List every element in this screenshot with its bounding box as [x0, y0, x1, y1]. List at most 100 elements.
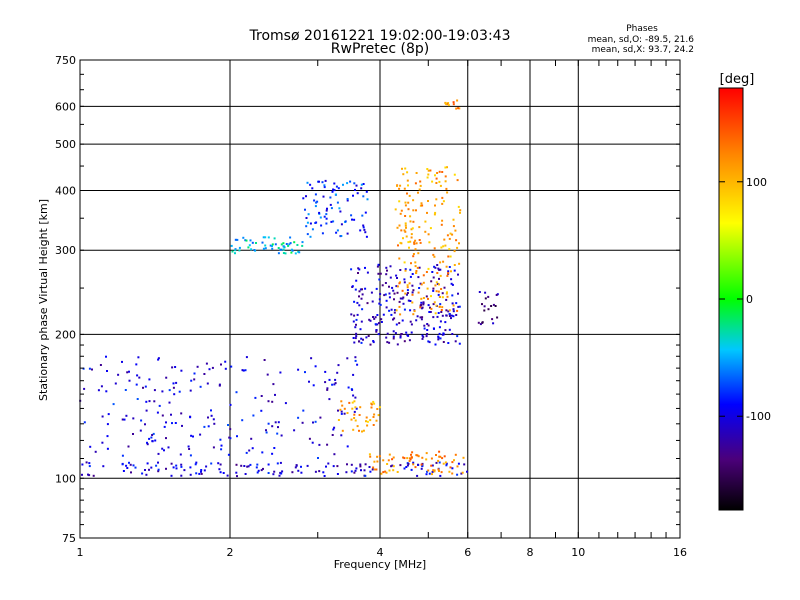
data-point — [378, 455, 381, 458]
data-point — [280, 434, 283, 437]
data-point — [364, 287, 367, 290]
data-point — [408, 194, 411, 197]
data-point — [403, 340, 406, 343]
data-point — [450, 270, 452, 273]
data-point — [403, 229, 406, 232]
data-point — [88, 474, 91, 477]
data-point — [150, 466, 153, 469]
data-point — [301, 244, 304, 247]
data-point — [353, 471, 356, 474]
data-point — [438, 326, 441, 329]
data-point — [235, 391, 238, 394]
data-point — [360, 187, 363, 190]
data-point — [140, 419, 143, 422]
data-point — [389, 265, 392, 268]
data-point — [460, 472, 463, 475]
data-point — [400, 242, 403, 245]
data-point — [437, 338, 440, 341]
data-point — [434, 174, 436, 177]
data-point — [326, 443, 329, 446]
data-point — [361, 293, 364, 296]
data-point — [412, 199, 415, 202]
data-point — [399, 184, 402, 187]
data-point — [418, 226, 421, 229]
data-point — [306, 181, 309, 184]
data-point — [336, 201, 339, 204]
data-point — [352, 394, 355, 397]
data-point — [106, 423, 109, 426]
data-point — [172, 386, 175, 389]
data-point — [398, 322, 401, 325]
data-point — [220, 363, 222, 366]
data-point — [324, 179, 327, 182]
data-point — [431, 470, 434, 473]
data-point — [372, 424, 375, 426]
data-point — [425, 458, 428, 461]
data-point — [207, 425, 210, 428]
data-point — [314, 193, 317, 196]
data-point — [261, 241, 264, 244]
data-point — [355, 279, 358, 282]
data-point — [421, 337, 424, 340]
data-point — [448, 328, 451, 331]
data-point — [396, 291, 399, 294]
data-point — [264, 236, 267, 239]
data-point — [224, 360, 227, 363]
data-point — [418, 239, 421, 241]
data-point — [337, 187, 340, 190]
data-point — [428, 311, 431, 313]
data-point — [336, 473, 339, 475]
data-point — [267, 472, 270, 474]
data-point — [274, 393, 276, 396]
data-point — [378, 302, 381, 305]
data-point — [284, 402, 287, 405]
data-point — [388, 341, 391, 344]
data-point — [200, 472, 203, 475]
data-point — [434, 266, 437, 269]
data-point — [407, 241, 410, 244]
data-point — [422, 303, 425, 306]
data-point — [323, 186, 326, 189]
data-point — [180, 369, 183, 372]
data-point — [157, 461, 159, 464]
data-point — [246, 465, 249, 468]
data-point — [456, 309, 459, 312]
data-point — [350, 470, 353, 473]
data-point — [340, 410, 343, 413]
data-point — [297, 469, 300, 472]
data-point — [427, 469, 430, 472]
data-point — [339, 210, 342, 213]
data-point — [189, 466, 192, 469]
data-point — [435, 304, 438, 307]
data-point — [403, 187, 406, 190]
data-point — [309, 222, 312, 225]
data-point — [371, 468, 374, 471]
data-point — [236, 475, 238, 478]
data-point — [251, 241, 254, 244]
data-point — [427, 340, 430, 343]
data-point — [312, 384, 315, 387]
data-point — [220, 444, 223, 447]
data-point — [304, 371, 306, 374]
data-point — [392, 465, 395, 468]
data-point — [207, 416, 209, 419]
data-point — [383, 294, 386, 297]
data-point — [411, 451, 414, 454]
data-point — [408, 460, 411, 462]
data-point — [456, 335, 459, 338]
data-point — [441, 292, 444, 295]
data-point — [372, 466, 375, 469]
data-point — [309, 235, 312, 238]
y-tick-label: 100 — [55, 472, 76, 485]
data-point — [396, 343, 399, 346]
data-point — [458, 262, 461, 265]
data-point — [381, 284, 384, 287]
data-point — [438, 470, 440, 472]
data-point — [409, 275, 412, 278]
data-point — [436, 315, 439, 318]
data-point — [212, 418, 215, 421]
data-point — [386, 463, 389, 465]
data-point — [422, 297, 425, 299]
data-point — [208, 368, 211, 371]
data-point — [300, 471, 303, 474]
